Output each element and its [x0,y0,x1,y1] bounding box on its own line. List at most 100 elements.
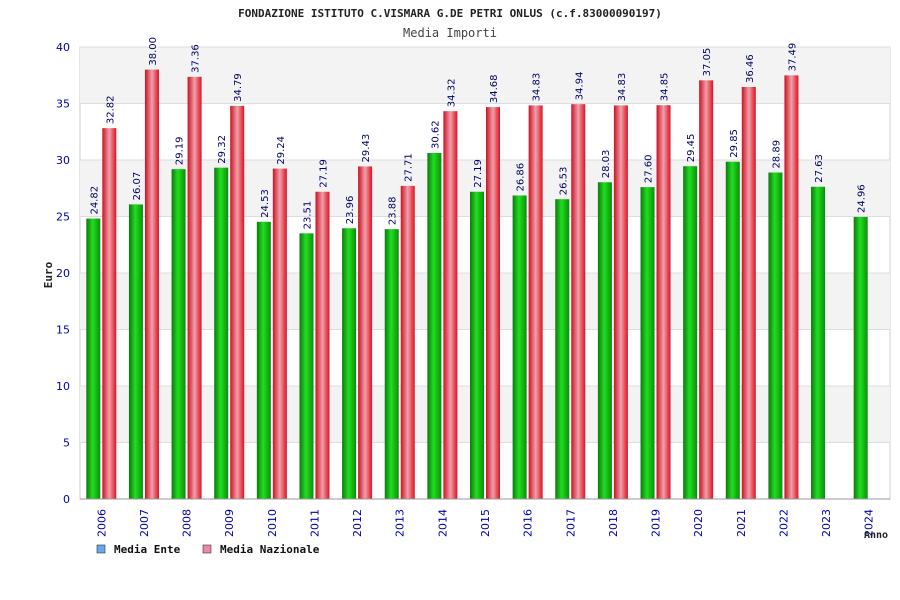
x-tick-label: 2024 [863,509,876,537]
legend: Media Ente Media Nazionale [96,543,320,556]
x-axis-label: Anno [864,530,888,541]
x-tick-label: 2020 [692,509,705,537]
data-label-media-ente: 29.85 [729,129,740,158]
x-tick-label: 2014 [436,509,449,537]
bar-media-ente [683,166,698,499]
data-label-media-ente: 24.82 [89,186,100,215]
data-label-media-ente: 28.89 [771,140,782,169]
bar-media-ente [214,167,229,499]
bar-media-nazionale [741,87,756,499]
data-label-media-ente: 27.63 [814,154,825,183]
data-label-media-nazionale: 29.43 [361,134,372,163]
data-label-media-ente: 26.86 [516,163,527,192]
data-label-media-ente: 29.32 [217,135,228,164]
y-tick-label: 15 [56,324,70,337]
bar-media-ente [768,172,783,499]
data-label-media-nazionale: 34.68 [489,74,500,103]
data-label-media-nazionale: 37.36 [191,44,202,73]
bar-media-nazionale [187,76,202,499]
bar-media-nazionale [400,185,415,499]
bar-media-ente [597,182,612,500]
bar-media-ente [811,186,826,499]
data-label-media-nazionale: 27.71 [404,153,415,182]
bar-media-ente [640,187,655,499]
bar-media-ente [725,161,740,499]
x-tick-label: 2012 [351,509,364,537]
y-tick-label: 20 [56,267,70,280]
bar-media-nazionale [102,128,117,499]
bar-media-nazionale [443,111,458,500]
y-tick-label: 5 [63,437,70,450]
x-tick-label: 2006 [95,509,108,537]
chart-subtitle: Media Importi [403,26,497,40]
x-tick-label: 2013 [394,509,407,537]
x-tick-label: 2022 [777,509,790,537]
bar-media-nazionale [144,69,159,499]
data-label-media-ente: 27.60 [644,154,655,183]
data-label-media-nazionale: 32.82 [105,95,116,124]
data-label-media-ente: 29.19 [175,137,186,166]
data-label-media-ente: 28.03 [601,150,612,179]
y-tick-label: 0 [63,493,70,506]
bar-media-ente [128,204,143,499]
data-label-media-nazionale: 34.83 [532,73,543,102]
legend-label-ente: Media Ente [114,543,181,556]
x-tick-label: 2008 [181,509,194,537]
data-label-media-ente: 30.62 [430,120,441,149]
x-tick-label: 2015 [479,509,492,537]
x-tick-label: 2011 [308,509,321,537]
data-label-media-nazionale: 37.05 [702,48,713,77]
bar-media-ente [342,228,357,499]
data-label-media-nazionale: 34.32 [446,79,457,108]
data-label-media-ente: 24.53 [260,189,271,218]
legend-label-nazionale: Media Nazionale [220,543,320,556]
y-tick-label: 30 [56,154,70,167]
bar-media-ente [470,191,484,500]
y-tick-label: 40 [56,41,70,54]
data-label-media-ente: 27.19 [473,159,484,188]
data-label-media-nazionale: 37.49 [787,43,798,72]
bar-media-ente [384,229,399,499]
x-tick-label: 2007 [138,509,151,537]
data-label-media-ente: 23.51 [302,201,313,230]
data-label-media-nazionale: 29.24 [276,136,287,165]
bar-media-nazionale [656,105,671,499]
data-labels-group: 24.82 32.82 26.07 38.00 29.19 37.36 29.32 34.79… [89,37,867,229]
bar-media-nazionale [571,104,586,499]
data-label-media-nazionale: 34.79 [233,73,244,102]
bar-media-nazionale [784,75,799,499]
legend-swatch-ente [96,544,106,554]
y-tick-label: 25 [56,211,70,224]
chart-title: FONDAZIONE ISTITUTO C.VISMARA G.DE PETRI… [238,7,662,20]
data-label-media-nazionale: 34.83 [617,73,628,102]
y-tick-label: 35 [56,98,70,111]
bar-media-ente [256,221,271,499]
y-axis-label: Euro [42,261,55,288]
data-label-media-ente: 26.07 [132,172,143,201]
data-label-media-ente: 26.53 [558,167,569,196]
axes-group: 0 5 10 15 20 25 30 35 40 2006 2007 2008 2009 2010 2011… [56,41,890,537]
bar-media-nazionale [230,105,245,500]
bar-media-ente [555,199,570,499]
data-label-media-nazionale: 34.94 [574,72,585,101]
data-label-media-ente: 23.88 [388,197,399,226]
x-tick-label: 2019 [650,509,663,537]
bar-media-nazionale [358,166,373,500]
bar-media-ente [299,233,314,499]
data-label-media-nazionale: 36.46 [745,54,756,83]
bar-media-ente [427,152,442,499]
bar-media-ente [512,195,527,499]
x-tick-label: 2010 [266,509,279,537]
bar-media-ente [853,216,868,499]
x-tick-label: 2023 [820,509,833,537]
bar-media-nazionale [486,107,500,499]
x-tick-label: 2018 [607,509,620,537]
bar-media-ente [171,169,186,499]
data-label-media-ente: 24.96 [857,184,868,213]
bar-media-ente [86,218,101,499]
data-label-media-nazionale: 34.85 [660,73,671,102]
bar-media-nazionale [272,168,287,499]
data-label-media-nazionale: 27.19 [318,159,329,188]
legend-swatch-nazionale [202,544,212,554]
